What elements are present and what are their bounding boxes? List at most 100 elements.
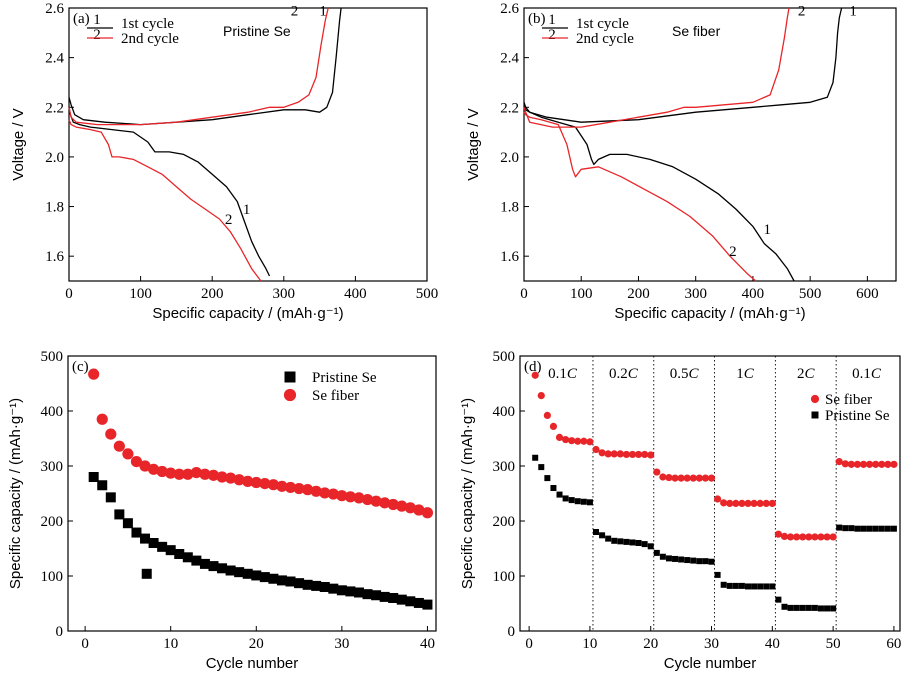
- cycle-annotation: 2: [291, 3, 299, 19]
- pristine-se-point: [141, 568, 152, 579]
- legend-marker-se-fiber: [810, 394, 820, 404]
- y-tick-label: 0: [508, 624, 516, 640]
- pristine-se-point: [696, 558, 703, 565]
- pristine-se-point: [242, 568, 253, 579]
- se-fiber-point: [884, 460, 892, 468]
- se-fiber-point: [799, 533, 807, 541]
- se-fiber-point: [616, 450, 624, 458]
- se-fiber-point: [537, 392, 545, 400]
- se-fiber-point: [805, 533, 813, 541]
- rate-label: 0.2C: [609, 366, 639, 382]
- x-tick-label: 400: [742, 286, 765, 302]
- x-tick-label: 100: [570, 286, 593, 302]
- pristine-se-point: [751, 583, 758, 590]
- se-fiber-point: [302, 484, 314, 496]
- y-tick-label: 2.6: [45, 1, 64, 17]
- pristine-se-point: [805, 604, 812, 611]
- x-tick-label: 0: [65, 286, 73, 302]
- cycle-annotation: 1: [763, 222, 771, 238]
- se-fiber-point: [811, 533, 819, 541]
- x-axis-label: Cycle number: [206, 655, 299, 672]
- pristine-se-point: [702, 558, 709, 565]
- pristine-se-point: [217, 563, 228, 574]
- cycle-annotation: 2: [798, 3, 806, 19]
- pristine-se-point: [208, 561, 219, 572]
- se-fiber-point: [353, 492, 365, 504]
- pristine-se-point: [405, 596, 416, 607]
- pristine-se-point: [362, 589, 373, 600]
- se-fiber-point: [847, 460, 855, 468]
- pristine-se-point: [593, 529, 599, 535]
- se-fiber-point: [647, 451, 655, 459]
- pristine-se-point: [544, 475, 551, 482]
- se-fiber-point: [707, 474, 716, 482]
- x-tick-label: 500: [799, 286, 822, 302]
- se-fiber-point: [671, 474, 679, 482]
- legend-marker-pristine-se: [811, 411, 819, 419]
- rate-label: 0.1C: [852, 366, 882, 382]
- plot-frame: [519, 355, 901, 632]
- se-fiber-point: [780, 532, 789, 541]
- pristine-se-point: [757, 583, 764, 590]
- pristine-se-point: [848, 525, 855, 532]
- se-fiber-point: [250, 476, 262, 489]
- pristine-se-point: [714, 571, 721, 578]
- se-fiber-point: [841, 460, 849, 468]
- legend-label: Se fiber: [825, 392, 872, 408]
- se-fiber-point: [701, 474, 710, 482]
- se-fiber-point: [890, 460, 898, 468]
- panel-label: (d): [524, 359, 542, 375]
- rate-label: 0.1C: [548, 366, 578, 382]
- legend-key: 2: [548, 27, 556, 43]
- legend-label: 2nd cycle: [121, 31, 179, 47]
- panel-label: (a): [73, 11, 90, 27]
- pristine-se-point: [690, 557, 697, 564]
- y-tick-label: 500: [41, 349, 64, 365]
- pristine-se-point: [88, 472, 99, 482]
- pristine-se-point: [745, 583, 751, 590]
- y-tick-label: 200: [493, 514, 516, 530]
- legend-label: 2nd cycle: [576, 31, 634, 47]
- pristine-se-point: [830, 605, 837, 612]
- se-fiber-point: [404, 502, 416, 514]
- se-fiber-point: [88, 368, 100, 380]
- x-axis-label: Specific capacity / (mAh·g⁻¹): [614, 305, 805, 322]
- pristine-se-point: [775, 596, 782, 603]
- se-fiber-point: [165, 467, 177, 479]
- rate-label: 1C: [736, 366, 755, 382]
- pristine-se-point: [388, 593, 399, 603]
- pristine-se-point: [574, 498, 581, 505]
- x-tick-label: 30: [704, 636, 719, 652]
- pristine-se-point: [623, 538, 630, 545]
- pristine-se-point: [396, 594, 407, 605]
- pristine-se-point: [817, 605, 824, 612]
- pristine-se-point: [225, 565, 236, 576]
- se-fiber-point: [242, 475, 254, 487]
- x-tick-label: 300: [684, 286, 707, 302]
- se-fiber-point: [634, 450, 643, 459]
- pristine-se-point: [580, 498, 587, 505]
- pristine-se-point: [353, 587, 364, 598]
- se-fiber-point: [592, 445, 600, 454]
- se-fiber-point: [665, 473, 673, 482]
- x-tick-label: 400: [344, 286, 367, 302]
- pristine-se-point: [872, 525, 879, 532]
- se-fiber-point: [387, 498, 399, 511]
- se-fiber-point: [677, 474, 685, 482]
- se-fiber-point: [421, 507, 434, 519]
- pristine-se-point: [653, 549, 660, 556]
- second-cycle-charge-curve: [523, 7, 790, 128]
- se-fiber-point: [276, 480, 288, 492]
- se-fiber-point: [396, 500, 408, 512]
- pristine-se-point: [763, 583, 770, 590]
- legend-label: Pristine Se: [825, 408, 890, 424]
- y-tick-label: 400: [493, 404, 516, 420]
- se-fiber-point: [267, 479, 279, 491]
- pristine-se-point: [586, 499, 593, 506]
- pristine-se-point: [726, 582, 733, 589]
- se-fiber-point: [568, 437, 576, 445]
- pristine-se-point: [251, 570, 262, 581]
- se-fiber-point: [793, 533, 801, 541]
- x-tick-label: 0: [525, 636, 533, 652]
- second-cycle-charge-curve: [68, 7, 329, 126]
